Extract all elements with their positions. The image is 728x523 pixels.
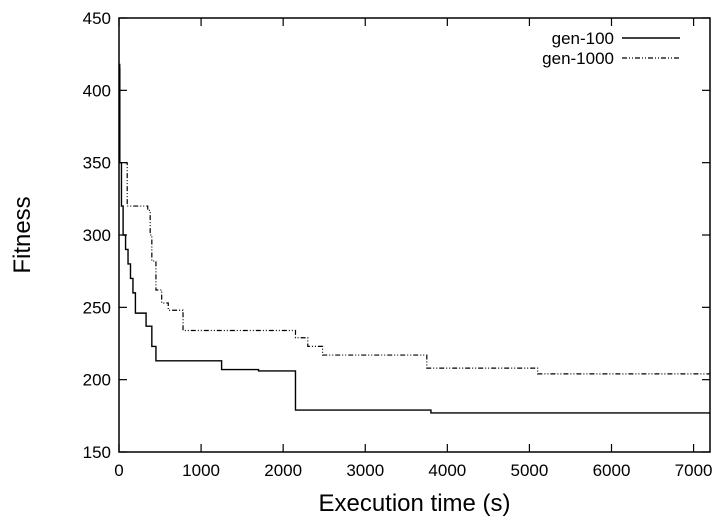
y-tick-label: 200 [83, 371, 111, 390]
series-layer [119, 63, 710, 414]
y-tick-label: 400 [83, 81, 111, 100]
x-tick-label: 4000 [428, 461, 466, 480]
y-tick-label: 300 [83, 226, 111, 245]
x-tick-label: 6000 [593, 461, 631, 480]
x-axis-title: Execution time (s) [318, 490, 510, 517]
y-tick-label: 450 [83, 9, 111, 28]
series-line-gen-1000 [119, 63, 710, 375]
legend-label-gen-100: gen-100 [552, 29, 614, 48]
x-tick-label: 3000 [346, 461, 384, 480]
x-tick-label: 2000 [264, 461, 302, 480]
legend-label-gen-1000: gen-1000 [542, 49, 614, 68]
plot-frame [118, 17, 711, 453]
y-tick-label: 350 [83, 154, 111, 173]
x-tick-label: 5000 [511, 461, 549, 480]
ticks-layer: 0 1000 2000 3000 4000 5000 6000 7000 150 200 250 30… [83, 9, 713, 480]
y-axis-title: Fitness [9, 196, 36, 273]
x-tick-label: 1000 [182, 461, 220, 480]
y-tick-label: 150 [83, 443, 111, 462]
legend: gen-100 gen-1000 [542, 29, 680, 68]
y-tick-label: 250 [83, 298, 111, 317]
x-tick-label: 7000 [675, 461, 713, 480]
series-line-gen-100 [119, 67, 710, 414]
x-tick-label: 0 [114, 461, 123, 480]
